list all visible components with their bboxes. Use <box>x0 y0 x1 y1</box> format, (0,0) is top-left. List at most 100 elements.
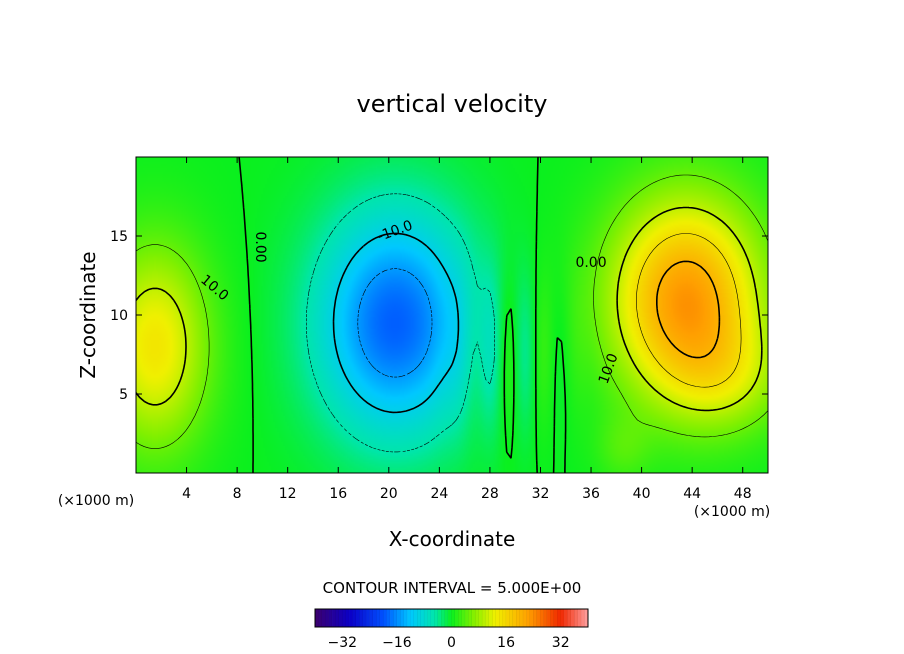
colorbar-cell <box>352 609 357 627</box>
colorbar-cell <box>390 609 394 627</box>
contour-level-neg5 <box>306 193 495 453</box>
colorbar-cell <box>471 609 476 627</box>
colorbar-cell <box>454 609 459 627</box>
colorbar-cell <box>403 609 408 627</box>
colorbar-cell <box>543 609 548 627</box>
colorbar-cell <box>434 609 439 627</box>
colorbar-cell <box>523 609 527 627</box>
colorbar-cell <box>431 609 435 627</box>
x-unit-left: (×1000 m) <box>58 493 134 509</box>
colorbar-cell <box>475 609 480 627</box>
velocity-field-image <box>136 157 768 473</box>
contour-lines <box>136 157 768 473</box>
colorbar-cell <box>321 609 326 627</box>
colorbar-tick-label: 32 <box>552 635 570 651</box>
colorbar-cell <box>413 609 418 627</box>
contour-level-0 <box>238 157 567 473</box>
colorbar-cell <box>499 609 503 627</box>
colorbar-cell <box>529 609 534 627</box>
colorbar-cell <box>355 609 360 627</box>
colorbar-cell <box>492 609 497 627</box>
colorbar-cell <box>451 609 456 627</box>
colorbar-cell <box>567 609 572 627</box>
colorbar-cell <box>478 609 483 627</box>
colorbar-cell <box>369 609 374 627</box>
y-tick-label: 15 <box>110 229 128 245</box>
contour-level-neg10 <box>332 232 460 414</box>
colorbar-cell <box>444 609 449 627</box>
colorbar-cell <box>393 609 398 627</box>
contour-label: 0.00 <box>252 231 268 262</box>
colorbar-cell <box>359 609 364 627</box>
colorbar-cell <box>564 609 568 627</box>
colorbar-cell <box>519 609 524 627</box>
contour-level-15 <box>636 233 742 388</box>
colorbar-cell <box>557 609 561 627</box>
contour-level-20 <box>656 260 721 359</box>
colorbar-cell <box>318 609 323 627</box>
colorbar-cell <box>536 609 541 627</box>
x-tick-label: 44 <box>683 486 701 502</box>
y-tick-label: 5 <box>119 387 128 403</box>
colorbar-cell <box>533 609 538 627</box>
colorbar-cell <box>506 609 510 627</box>
colorbar-cell <box>448 609 452 627</box>
colorbar-cell <box>335 609 340 627</box>
colorbar-cell <box>495 609 500 627</box>
colorbar-cell <box>379 609 384 627</box>
colorbar-cell <box>325 609 329 627</box>
colorbar-cell <box>502 609 507 627</box>
colorbar-cell <box>332 609 336 627</box>
colorbar-cell <box>427 609 432 627</box>
plot-area <box>135 156 769 474</box>
x-tick-label: 32 <box>532 486 550 502</box>
x-tick-label: 12 <box>279 486 297 502</box>
y-tick-label: 10 <box>110 308 128 324</box>
x-axis-ticks: 4 8 12 16 20 24 28 32 36 40 44 48 <box>182 157 752 502</box>
y-axis-ticks: 5 10 15 <box>110 229 768 403</box>
colorbar-cell <box>512 609 517 627</box>
contour-level-neg15 <box>357 268 433 378</box>
colorbar-cell <box>550 609 555 627</box>
colorbar-cell <box>560 609 565 627</box>
x-tick-label: 48 <box>734 486 752 502</box>
colorbar-cell <box>328 609 333 627</box>
colorbar-cell <box>396 609 401 627</box>
x-tick-label: 36 <box>582 486 600 502</box>
x-tick-label: 4 <box>182 486 191 502</box>
colorbar-cell <box>465 609 469 627</box>
colorbar-cell <box>366 609 370 627</box>
colorbar-cell <box>441 609 445 627</box>
colorbar-cell <box>458 609 463 627</box>
x-axis-label: X-coordinate <box>389 527 516 551</box>
x-tick-label: 20 <box>380 486 398 502</box>
colorbar-cell <box>345 609 350 627</box>
colorbar-cell <box>509 609 514 627</box>
colorbar-cell <box>315 609 319 627</box>
colorbar-cell <box>581 609 585 627</box>
colorbar-cell <box>516 609 521 627</box>
colorbar-cell <box>362 609 367 627</box>
x-tick-label: 28 <box>481 486 499 502</box>
colorbar-cell <box>437 609 442 627</box>
colorbar-cell <box>570 609 575 627</box>
colorbar-tick-label: 16 <box>497 635 515 651</box>
colorbar-cell <box>540 609 544 627</box>
colorbar-frame <box>314 608 589 628</box>
colorbar-cell <box>373 609 377 627</box>
colorbar-cell <box>584 609 589 627</box>
colorbar-cell <box>461 609 466 627</box>
x-tick-label: 40 <box>633 486 651 502</box>
colorbar-cell <box>420 609 425 627</box>
contour-level-5 <box>136 174 768 449</box>
x-tick-label: 24 <box>430 486 448 502</box>
colorbar-cell <box>485 609 490 627</box>
colorbar-cell <box>574 609 579 627</box>
x-tick-label: 8 <box>233 486 242 502</box>
colorbar-tick-label: 0 <box>447 635 456 651</box>
colorbar-cell <box>338 609 343 627</box>
colorbar-cell <box>386 609 391 627</box>
colorbar-cell <box>417 609 422 627</box>
x-unit-right: (×1000 m) <box>694 504 770 520</box>
